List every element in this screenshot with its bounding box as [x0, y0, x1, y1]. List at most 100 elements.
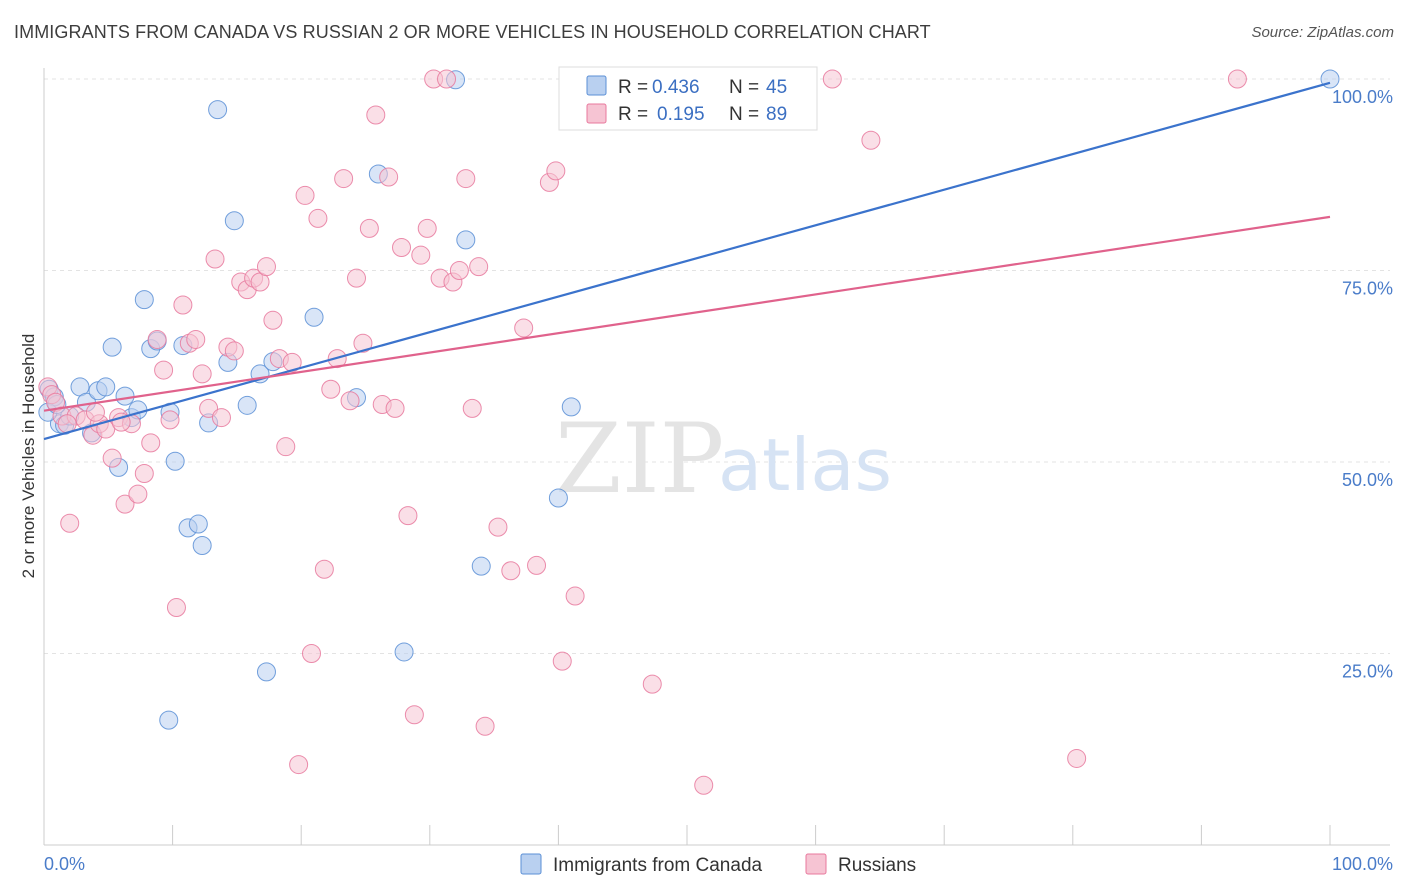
point-russians-19: [160, 410, 180, 430]
point-russians-56: [398, 506, 418, 526]
watermark-atlas: atlas: [718, 423, 892, 507]
point-russians-85: [1227, 69, 1247, 89]
point-canada-30: [256, 662, 276, 682]
point-russians-46: [334, 169, 354, 189]
point-russians-16: [141, 433, 161, 453]
legend-n-value-canada: 45: [766, 77, 787, 98]
point-russians-25: [199, 398, 219, 418]
point-russians-55: [392, 238, 412, 258]
x-tick-label-0: 0.0%: [44, 854, 85, 874]
axes: [43, 68, 1390, 846]
point-russians-71: [514, 318, 534, 338]
point-canada-22: [188, 514, 208, 534]
point-russians-66: [462, 398, 482, 418]
point-russians-51: [366, 105, 386, 125]
point-russians-64: [449, 261, 469, 280]
y-tick-label-0: 25.0%: [1342, 662, 1393, 682]
point-canada-40: [561, 397, 581, 417]
data-points: [38, 69, 1340, 795]
point-russians-58: [411, 245, 431, 265]
point-russians-47: [340, 391, 360, 411]
point-russians-84: [1067, 748, 1087, 768]
point-canada-39: [548, 488, 568, 508]
point-canada-35: [394, 642, 414, 662]
point-russians-24: [192, 364, 212, 384]
point-canada-38: [471, 556, 491, 576]
point-canada-25: [208, 100, 228, 120]
point-russians-54: [385, 398, 405, 418]
point-russians-38: [282, 352, 302, 372]
point-russians-12: [115, 494, 135, 514]
point-russians-10: [102, 448, 122, 468]
series-legend-swatch-russians: [805, 853, 827, 875]
point-canada-11: [115, 386, 135, 406]
point-russians-18: [154, 360, 174, 380]
watermark: ZIP atlas: [555, 403, 892, 515]
point-russians-69: [488, 517, 508, 537]
y-tick-label-1: 50.0%: [1342, 470, 1393, 490]
point-russians-43: [314, 559, 334, 579]
point-russians-44: [321, 379, 341, 399]
y-axis-label: 2 or more Vehicles in Household: [19, 334, 38, 579]
correlation-legend: R = 0.436 N = 45 R = 0.195 N = 89: [558, 66, 818, 131]
point-russians-34: [256, 257, 276, 277]
chart-title: IMMIGRANTS FROM CANADA VS RUSSIAN 2 OR M…: [14, 22, 931, 42]
point-russians-62: [437, 69, 457, 89]
point-canada-8: [96, 377, 116, 397]
point-russians-59: [417, 218, 437, 238]
point-russians-57: [404, 705, 424, 725]
point-russians-35: [263, 310, 283, 330]
point-canada-9: [102, 337, 122, 357]
point-russians-88: [111, 412, 131, 432]
point-canada-32: [304, 307, 324, 327]
point-russians-65: [456, 169, 476, 189]
trend-lines: [43, 81, 1331, 441]
legend-swatch-canada: [586, 75, 607, 96]
y-tick-label-3: 100.0%: [1332, 87, 1393, 107]
legend-r-value-canada: 0.436: [652, 77, 700, 98]
point-canada-23: [192, 535, 212, 555]
point-russians-80: [694, 775, 714, 795]
point-russians-87: [85, 402, 105, 422]
legend-r-value-russians: 0.195: [657, 104, 705, 125]
point-russians-53: [379, 167, 399, 187]
series-legend-label-russians: Russians: [838, 855, 916, 876]
point-russians-42: [308, 208, 328, 228]
point-russians-67: [469, 257, 489, 277]
point-russians-48: [346, 268, 366, 288]
point-canada-37: [456, 230, 476, 250]
x-tick-label-1: 100.0%: [1332, 854, 1393, 874]
point-russians-39: [289, 755, 309, 775]
point-russians-49: [353, 333, 373, 353]
point-russians-21: [173, 295, 193, 315]
y-tick-label-2: 75.0%: [1342, 279, 1393, 299]
legend-n-value-russians: 89: [766, 104, 787, 125]
point-canada-17: [159, 710, 179, 730]
point-russians-70: [501, 561, 521, 581]
y-tick-labels: 25.0% 50.0% 75.0% 100.0%: [1332, 87, 1393, 682]
point-russians-14: [128, 484, 148, 504]
trend-line-canada: [43, 81, 1331, 441]
point-russians-40: [295, 185, 315, 205]
point-russians-27: [211, 408, 231, 428]
legend-r-label-canada: R =: [618, 77, 648, 98]
source-label: Source: ZipAtlas.com: [1251, 24, 1394, 41]
point-russians-72: [527, 555, 547, 575]
legend-n-label-russians: N =: [729, 104, 759, 125]
series-legend-label-canada: Immigrants from Canada: [553, 855, 763, 876]
point-russians-20: [166, 598, 186, 618]
x-tick-labels: 0.0% 100.0%: [44, 854, 1393, 874]
point-russians-74: [546, 161, 566, 181]
point-russians-26: [205, 249, 225, 269]
point-russians-68: [475, 716, 495, 736]
trend-line-russians: [43, 215, 1331, 412]
point-russians-23: [186, 329, 206, 349]
point-russians-17: [147, 329, 167, 349]
point-russians-77: [642, 674, 662, 694]
series-legend: Immigrants from Canada Russians: [520, 853, 916, 876]
legend-swatch-russians: [586, 103, 607, 124]
point-russians-50: [359, 218, 379, 238]
point-russians-15: [134, 463, 154, 483]
point-russians-41: [301, 644, 321, 663]
